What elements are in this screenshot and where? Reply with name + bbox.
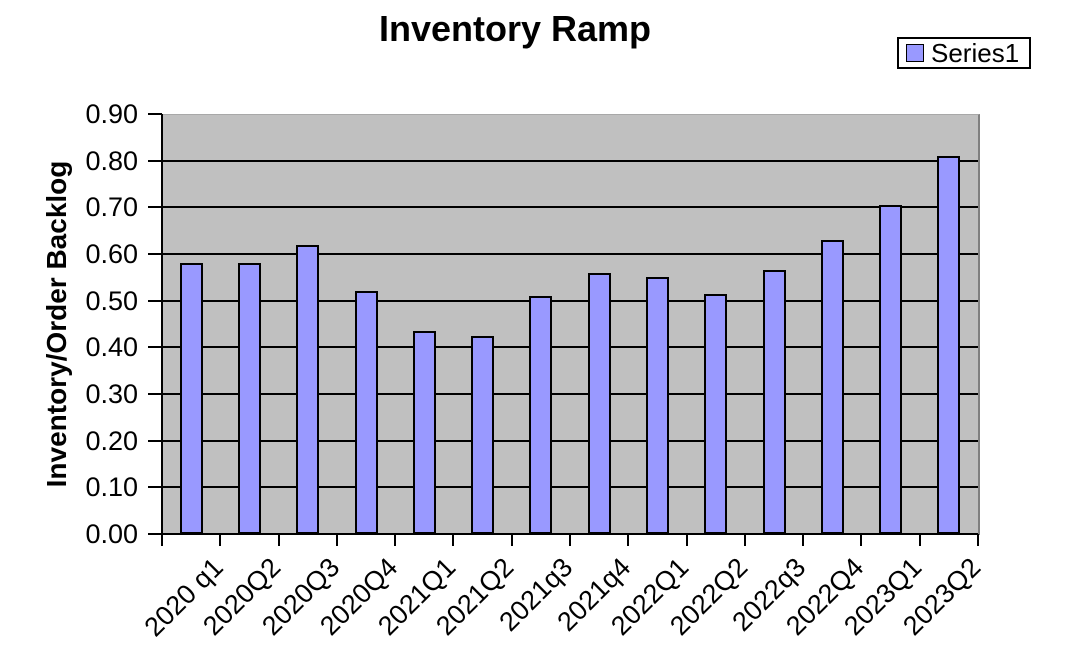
y-tick-label: 0.80: [85, 145, 138, 176]
x-axis-tick: [569, 534, 571, 546]
y-axis-tick: [148, 439, 162, 442]
gridline: [162, 393, 978, 395]
legend: Series1: [897, 37, 1031, 69]
bar-2022Q4: [820, 240, 844, 534]
y-axis-tick: [148, 159, 162, 162]
y-axis-tick: [148, 533, 162, 535]
legend-series-label: Series1: [931, 38, 1020, 68]
bar-2020Q4: [354, 291, 378, 534]
x-axis-tick: [918, 534, 921, 546]
x-axis-tick: [335, 534, 338, 546]
bar-2020Q3: [296, 244, 320, 534]
y-axis: [161, 114, 163, 536]
bar-2021Q2: [471, 335, 495, 534]
y-axis-tick: [148, 393, 162, 395]
y-tick-label: 0.30: [85, 379, 138, 409]
y-tick-label: 0.60: [85, 239, 138, 269]
bar-2020Q2: [237, 263, 261, 534]
y-tick-label: 0.20: [85, 425, 138, 456]
y-axis-tick: [148, 346, 162, 349]
y-tick-label: 0.40: [85, 332, 138, 363]
y-tick-label: 0.00: [85, 519, 138, 549]
gridline: [162, 299, 978, 302]
x-axis-tick: [860, 534, 863, 546]
bar-2021q4: [587, 272, 611, 534]
x-axis-tick: [394, 534, 397, 546]
gridline: [162, 206, 978, 209]
bar-2021Q1: [412, 331, 436, 534]
x-axis-tick: [219, 534, 222, 546]
x-axis-tick: [452, 534, 455, 546]
x-axis-tick: [802, 534, 805, 546]
y-tick-label: 0.10: [85, 472, 138, 503]
gridline: [162, 159, 978, 162]
y-axis-tick: [148, 113, 162, 115]
gridline: [162, 439, 978, 442]
x-axis-tick: [277, 534, 280, 546]
bar-2022Q1: [645, 277, 669, 534]
series1-swatch-icon: [906, 44, 924, 62]
x-axis-tick: [627, 534, 630, 546]
bar-2020-q1: [179, 263, 203, 534]
bar-2022q3: [762, 270, 786, 534]
y-axis-tick: [148, 206, 162, 209]
gridline: [162, 253, 978, 255]
x-axis-tick: [743, 534, 746, 546]
y-axis-tick: [148, 253, 162, 255]
bar-2023Q2: [937, 156, 961, 534]
x-axis-tick: [510, 534, 513, 546]
y-axis-tick: [148, 486, 162, 489]
bar-2023Q1: [879, 205, 903, 534]
gridline: [162, 346, 978, 349]
chart-title: Inventory Ramp: [378, 8, 652, 49]
x-axis-tick: [977, 534, 979, 546]
y-tick-label: 0.70: [85, 192, 138, 223]
bar-2022Q2: [704, 293, 728, 534]
x-axis-tick: [685, 534, 688, 546]
y-axis-tick: [148, 299, 162, 302]
x-axis-tick: [161, 534, 163, 546]
y-tick-label: 0.50: [85, 285, 138, 316]
y-tick-label: 0.90: [85, 99, 138, 129]
gridline: [162, 486, 978, 489]
plot-area: [162, 114, 980, 535]
bar-2021q3: [529, 296, 553, 534]
